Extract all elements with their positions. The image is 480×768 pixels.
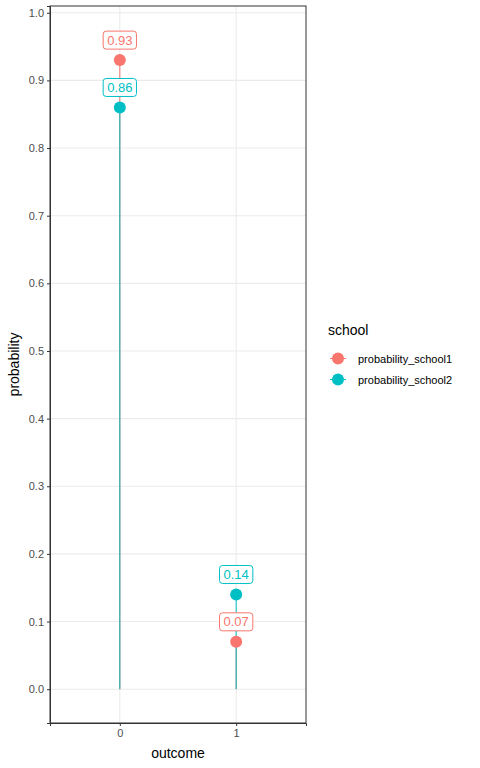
point	[114, 101, 126, 113]
plot: 0.93 0.07 0.86 0.14 0.0 0.1 0.2 0.3 0.4 0.5 0.6 0.7…	[29, 6, 307, 739]
y-tick-label: 0.8	[29, 142, 44, 154]
y-tick: 0.7	[29, 210, 50, 222]
series	[120, 107, 236, 689]
x-tick-mark	[120, 723, 121, 726]
legend-label: probability_school1	[358, 353, 452, 365]
legend-label: probability_school2	[358, 374, 452, 386]
y-tick-mark	[47, 419, 50, 420]
grid-line-y	[50, 147, 306, 148]
y-tick-label: 0.5	[29, 345, 44, 357]
chart: 0.93 0.07 0.86 0.14 0.0 0.1 0.2 0.3 0.4 0.5 0.6 0.7…	[0, 0, 480, 768]
stem	[119, 60, 120, 689]
y-tick-label: 0.1	[29, 616, 44, 628]
legend-key-point	[332, 353, 344, 365]
y-tick: 0.1	[29, 616, 50, 628]
grid-line-y	[50, 215, 306, 216]
y-tick: 0.0	[29, 683, 50, 695]
y-tick: 0.8	[29, 142, 50, 154]
data-label-box	[103, 78, 136, 96]
x-tick: 0	[117, 723, 123, 739]
data-label-text: 0.07	[224, 614, 249, 629]
y-tick-mark	[47, 13, 50, 14]
data-label-text: 0.14	[224, 567, 249, 582]
grid-line-x	[119, 6, 120, 723]
x-axis-title: outcome	[151, 745, 205, 761]
x-tick-label: 0	[117, 727, 123, 739]
y-axis: 0.0 0.1 0.2 0.3 0.4 0.5 0.6 0.7 0.8 0.9 1.0	[29, 7, 51, 724]
y-tick-mark	[47, 216, 50, 217]
y-tick-label: 0.7	[29, 210, 44, 222]
stem	[119, 107, 120, 689]
y-tick: 0.3	[29, 480, 50, 492]
y-tick-mark	[47, 148, 50, 149]
x-axis-line	[51, 724, 307, 727]
y-axis-line	[47, 7, 51, 724]
y-tick: 0.2	[29, 548, 50, 560]
point	[230, 636, 242, 648]
x-tick: 1	[234, 723, 240, 739]
y-tick-label: 0.3	[29, 480, 44, 492]
series	[120, 60, 236, 689]
grid-line-y	[50, 12, 306, 13]
y-tick-label: 0.0	[29, 683, 44, 695]
legend: school probability_school1 probability_sch…	[328, 322, 452, 386]
panel-border	[50, 6, 306, 723]
grid-line-y	[50, 418, 306, 419]
y-tick: 1.0	[29, 7, 50, 19]
y-tick-mark	[47, 689, 50, 690]
y-tick-mark	[47, 80, 50, 81]
data-label: 0.86	[103, 78, 136, 96]
data-label-box	[103, 31, 136, 49]
y-tick-mark	[47, 283, 50, 284]
grid-line-y	[50, 621, 306, 622]
y-tick-label: 0.2	[29, 548, 44, 560]
legend-entry: probability_school1	[330, 353, 452, 365]
y-tick-label: 0.9	[29, 74, 44, 86]
legend-entry: probability_school2	[330, 374, 452, 386]
y-tick-mark	[47, 486, 50, 487]
panel-background	[50, 6, 306, 723]
point	[114, 54, 126, 66]
grid-line-y	[50, 80, 306, 81]
legend-key-point	[332, 374, 344, 386]
data-label-text: 0.86	[107, 80, 132, 95]
y-tick-label: 0.6	[29, 277, 44, 289]
point	[230, 588, 242, 600]
grid	[50, 6, 306, 723]
grid-line-y	[50, 283, 306, 284]
x-tick-mark	[236, 723, 237, 726]
y-tick-mark	[47, 351, 50, 352]
grid-line-y	[50, 553, 306, 554]
data-label: 0.07	[220, 613, 253, 631]
x-axis: 01	[51, 723, 307, 739]
data-label: 0.93	[103, 31, 136, 49]
data-labels: 0.93 0.07 0.86 0.14	[103, 31, 253, 631]
y-axis-title: probability	[6, 333, 22, 397]
y-tick: 0.9	[29, 74, 50, 86]
data-label-box	[220, 613, 253, 631]
y-tick-label: 1.0	[29, 7, 44, 19]
grid-line-y	[50, 689, 306, 690]
data-label-box	[220, 565, 253, 583]
y-tick: 0.5	[29, 345, 50, 357]
marks	[114, 54, 242, 689]
x-tick-label: 1	[234, 727, 240, 739]
data-label: 0.14	[220, 565, 253, 583]
y-tick-mark	[47, 622, 50, 623]
y-tick: 0.6	[29, 277, 50, 289]
legend-title: school	[328, 322, 368, 338]
y-tick-mark	[47, 554, 50, 555]
y-tick-label: 0.4	[29, 413, 44, 425]
grid-line-y	[50, 486, 306, 487]
data-label-text: 0.93	[107, 33, 132, 48]
grid-line-y	[50, 350, 306, 351]
y-tick: 0.4	[29, 413, 50, 425]
